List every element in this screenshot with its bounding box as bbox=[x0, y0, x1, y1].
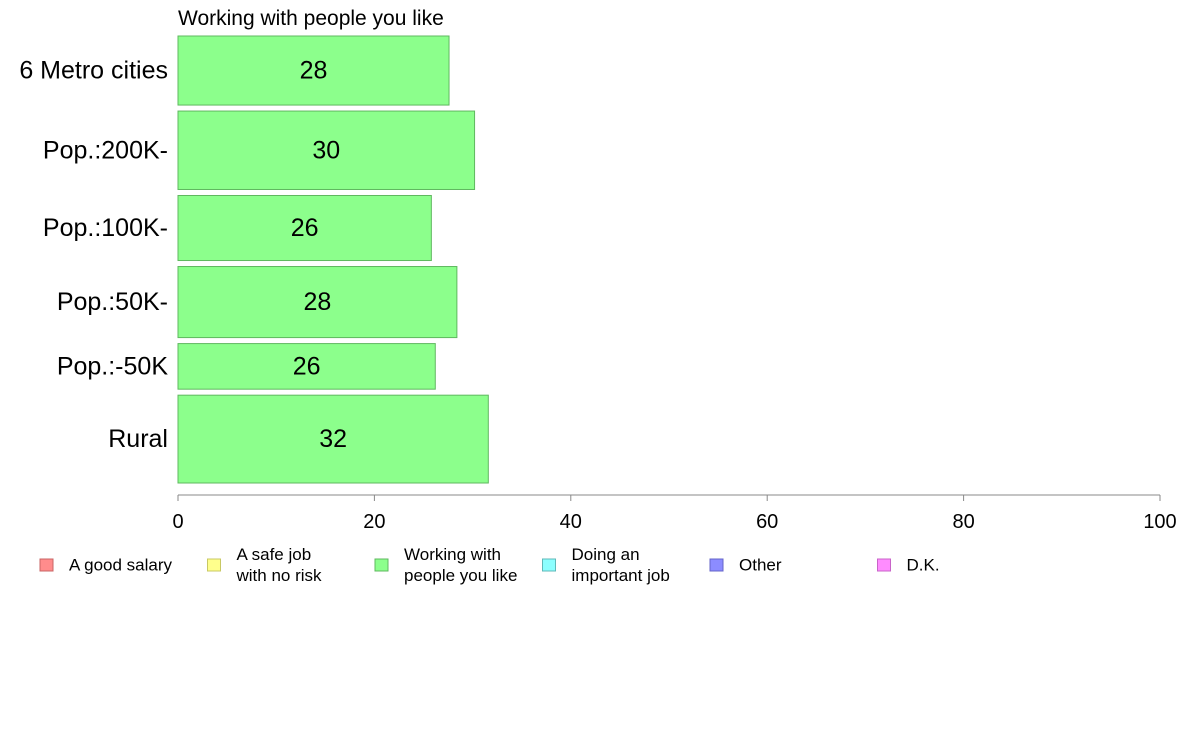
category-label: Pop.:-50K bbox=[57, 352, 169, 380]
legend: A good salary A safe job with no risk Worki… bbox=[39, 545, 940, 585]
legend-swatch bbox=[374, 558, 389, 572]
bar bbox=[177, 394, 489, 484]
legend-label: Doing an bbox=[572, 545, 640, 564]
value-labels: 28 30 26 28 26 32 bbox=[291, 57, 347, 454]
data-label: 32 bbox=[319, 425, 347, 453]
bars-layer bbox=[177, 35, 489, 484]
data-label: 26 bbox=[293, 352, 321, 380]
bar bbox=[177, 194, 432, 262]
legend-label: people you like bbox=[404, 566, 517, 585]
legend-label: A safe job bbox=[237, 545, 312, 564]
category-label: Pop.:200K- bbox=[43, 136, 168, 164]
legend-label: D.K. bbox=[907, 556, 940, 575]
legend-label: important job bbox=[572, 566, 670, 585]
bar bbox=[177, 343, 436, 390]
bar bbox=[177, 35, 450, 106]
chart-title: Working with people you like bbox=[178, 7, 444, 30]
x-tick-label: 60 bbox=[756, 511, 778, 533]
bar bbox=[177, 266, 458, 339]
category-label: Pop.:50K- bbox=[57, 288, 168, 316]
category-label: Rural bbox=[108, 425, 168, 453]
data-label: 26 bbox=[291, 214, 319, 242]
data-label: 30 bbox=[312, 136, 340, 164]
legend-label: with no risk bbox=[236, 566, 323, 585]
legend-label: A good salary bbox=[69, 556, 173, 575]
data-label: 28 bbox=[304, 288, 332, 316]
x-tick-label: 20 bbox=[363, 511, 385, 533]
category-label: Pop.:100K- bbox=[43, 214, 168, 242]
legend-swatch bbox=[207, 558, 221, 572]
data-label: 28 bbox=[300, 57, 328, 85]
legend-label: Other bbox=[739, 556, 782, 575]
category-labels: 6 Metro cities Pop.:200K- Pop.:100K- Pop.:5… bbox=[19, 57, 168, 454]
legend-swatch bbox=[542, 558, 556, 572]
x-tick-label: 40 bbox=[560, 511, 582, 533]
legend-swatch bbox=[39, 558, 54, 572]
bar bbox=[177, 110, 476, 190]
legend-swatch bbox=[877, 558, 891, 572]
x-tick-label: 80 bbox=[952, 511, 974, 533]
x-tick-label: 100 bbox=[1143, 511, 1176, 533]
legend-label: Working with bbox=[404, 545, 501, 564]
x-axis: 0 20 40 60 80 100 bbox=[172, 494, 1177, 533]
x-tick-label: 0 bbox=[172, 511, 183, 533]
category-label: 6 Metro cities bbox=[19, 57, 168, 85]
legend-swatch bbox=[709, 558, 724, 572]
